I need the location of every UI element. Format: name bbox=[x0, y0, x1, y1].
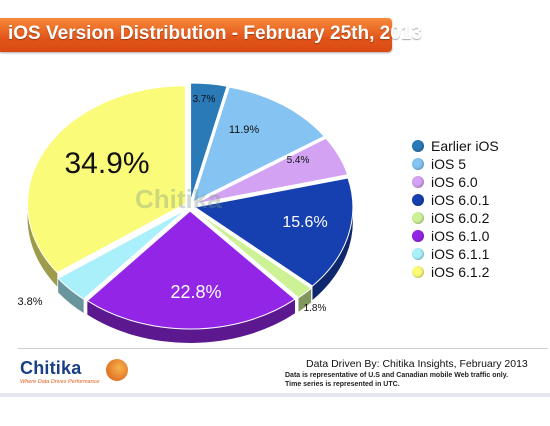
legend: Earlier iOS iOS 5 iOS 6.0 iOS 6.0.1 iOS 6.0.… bbox=[412, 137, 547, 281]
legend-label: iOS 6.0.1 bbox=[431, 192, 490, 208]
legend-item: iOS 6.1.0 bbox=[412, 227, 547, 245]
slice-label: 5.4% bbox=[287, 155, 310, 166]
legend-label: iOS 6.1.2 bbox=[431, 264, 490, 280]
legend-swatch bbox=[412, 230, 424, 242]
watermark: Chitika bbox=[135, 184, 222, 214]
logo-swoosh-icon bbox=[106, 359, 128, 381]
title-banner: iOS Version Distribution - February 25th… bbox=[0, 18, 422, 52]
time-note: Time series is represented in UTC. bbox=[285, 381, 400, 388]
legend-item: iOS 6.0.1 bbox=[412, 191, 547, 209]
pie-slice bbox=[27, 85, 187, 274]
pie-slice-side bbox=[298, 288, 312, 312]
legend-swatch bbox=[412, 140, 424, 152]
legend-label: iOS 6.0 bbox=[431, 174, 478, 190]
slice-label: 1.8% bbox=[304, 303, 327, 314]
legend-item: iOS 6.0.2 bbox=[412, 209, 547, 227]
legend-item: iOS 6.0 bbox=[412, 173, 547, 191]
slice-label: 34.9% bbox=[64, 147, 149, 180]
logo-wordmark: Chitika bbox=[20, 358, 82, 378]
pie-slice bbox=[57, 208, 187, 300]
legend-swatch bbox=[412, 248, 424, 260]
pie-slice bbox=[192, 86, 325, 203]
legend-swatch bbox=[412, 176, 424, 188]
bottom-bar bbox=[0, 393, 550, 397]
pie-slice-side bbox=[58, 278, 84, 314]
legend-label: iOS 6.0.2 bbox=[431, 210, 490, 226]
data-source: Data Driven By: Chitika Insights, Februa… bbox=[306, 358, 528, 370]
data-note: Data is representative of U.S and Canadi… bbox=[285, 372, 509, 379]
legend-swatch bbox=[412, 158, 424, 170]
pie-slice-side bbox=[27, 203, 58, 287]
pie-labels: Chitika 3.7% 11.9% 5.4% 15.6% 1.8% 22.8% 3.8% 34… bbox=[17, 94, 327, 314]
legend-item: iOS 6.1.1 bbox=[412, 245, 547, 263]
legend-item: iOS 5 bbox=[412, 155, 547, 173]
legend-label: iOS 6.1.1 bbox=[431, 246, 490, 262]
slice-label: 22.8% bbox=[170, 282, 221, 302]
pie-slice bbox=[194, 137, 349, 205]
pie-slice bbox=[193, 177, 354, 287]
chart-title: iOS Version Distribution - February 25th… bbox=[8, 23, 422, 44]
footer-divider bbox=[18, 348, 548, 349]
pie-slice-side bbox=[87, 299, 295, 343]
legend-item: Earlier iOS bbox=[412, 137, 547, 155]
pie-slice bbox=[190, 82, 228, 202]
legend-label: iOS 5 bbox=[431, 156, 467, 172]
legend-label: iOS 6.1.0 bbox=[431, 228, 490, 244]
slice-label: 3.8% bbox=[17, 296, 42, 308]
slice-label: 11.9% bbox=[229, 124, 260, 136]
legend-label: Earlier iOS bbox=[431, 138, 499, 154]
legend-item: iOS 6.1.2 bbox=[412, 263, 547, 281]
pie-slice bbox=[86, 210, 296, 330]
pie-slice bbox=[193, 209, 312, 299]
legend-swatch bbox=[412, 194, 424, 206]
slice-label: 15.6% bbox=[282, 214, 327, 231]
pie-slices bbox=[27, 82, 354, 343]
legend-swatch bbox=[412, 266, 424, 278]
slice-label: 3.7% bbox=[193, 94, 216, 105]
logo-tagline: Where Data Drives Performance bbox=[20, 379, 100, 385]
chitika-logo: Chitika Where Data Drives Performance bbox=[20, 356, 140, 388]
legend-swatch bbox=[412, 212, 424, 224]
